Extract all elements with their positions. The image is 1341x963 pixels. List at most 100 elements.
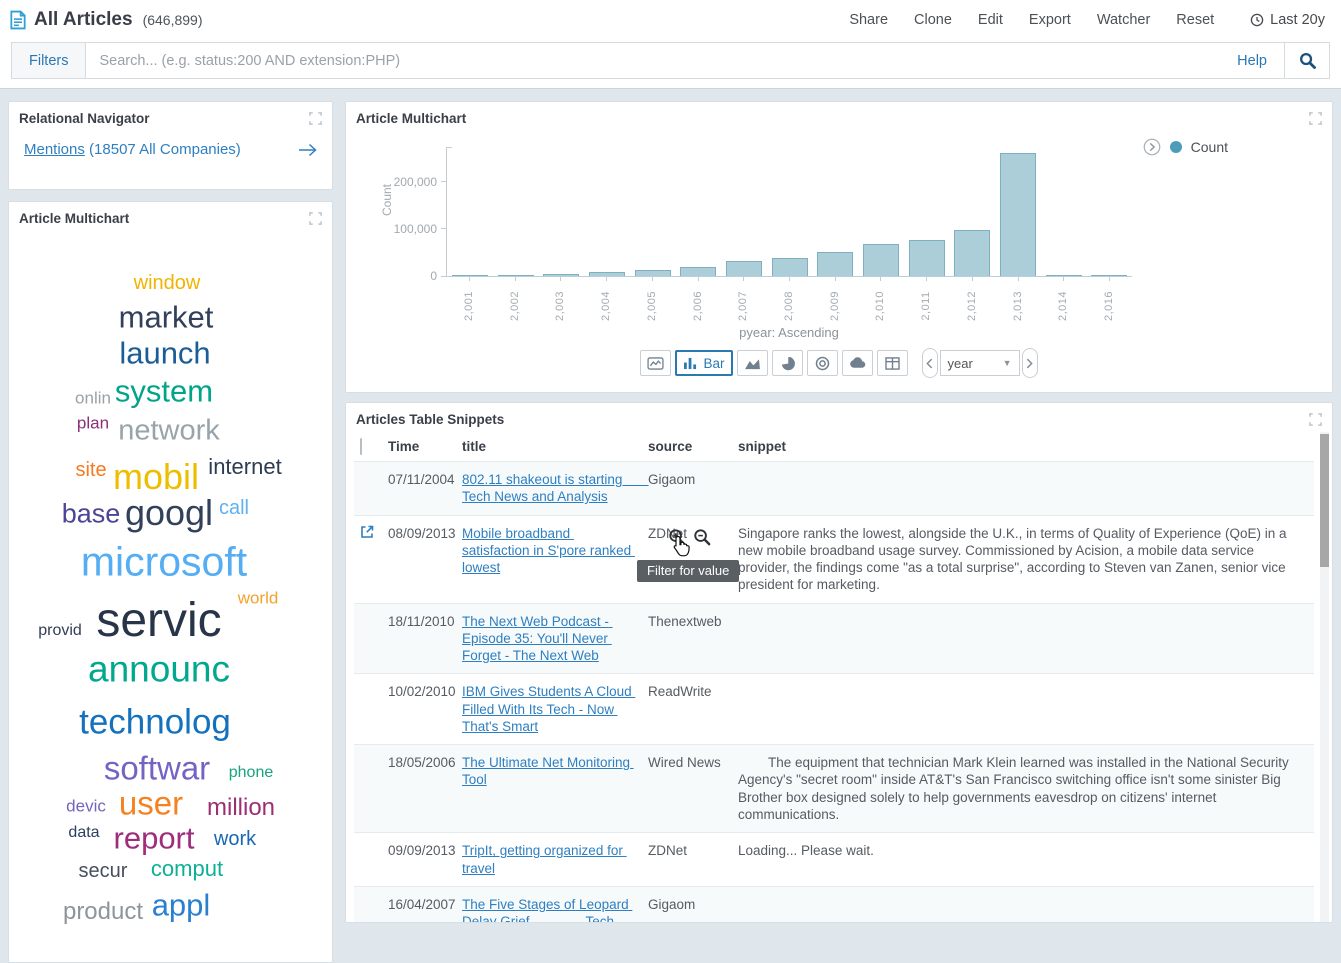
cloud-word-technolog[interactable]: technolog (79, 702, 231, 742)
cloud-word-million[interactable]: million (206, 794, 276, 821)
cloud-word-devic[interactable]: devic (66, 796, 106, 816)
search-input[interactable] (86, 43, 1221, 78)
action-clone[interactable]: Clone (914, 12, 952, 28)
cloud-word-plan[interactable]: plan (76, 413, 110, 433)
cloud-word-servic[interactable]: servic (96, 594, 222, 647)
bar-2,006[interactable] (680, 267, 717, 276)
cloud-word-window[interactable]: window (133, 272, 201, 294)
y-axis-label: Count (380, 183, 395, 217)
chart-type-area-button[interactable] (736, 350, 768, 376)
bar-2,014[interactable] (1045, 275, 1082, 276)
expand-icon[interactable] (309, 212, 322, 225)
cloud-word-launch[interactable]: launch (119, 335, 211, 371)
table-header-row: Time title source snippet (354, 432, 1314, 462)
cloud-word-market[interactable]: market (118, 299, 214, 335)
chart-type-cloud-button[interactable] (841, 350, 873, 376)
cloud-word-call[interactable]: call (218, 497, 250, 519)
cloud-word-comput[interactable]: comput (150, 856, 224, 881)
cloud-word-secur[interactable]: secur (78, 860, 128, 882)
bar-2,004[interactable] (588, 272, 625, 276)
cloud-word-base[interactable]: base (61, 498, 121, 529)
period-next-button[interactable] (1021, 348, 1038, 378)
chart-type-donut-button[interactable] (806, 350, 838, 376)
zoom-out-filter-icon[interactable] (693, 528, 712, 547)
article-title-link[interactable]: The Five Stages of Leopard Delay Grief T… (462, 896, 629, 923)
cell-source: Thenextweb (642, 602, 732, 674)
cloud-word-site[interactable]: site (75, 459, 107, 481)
bar-2,005[interactable] (634, 270, 671, 276)
cloud-word-report[interactable]: report (113, 820, 195, 856)
bar-2,010[interactable] (862, 244, 899, 276)
cloud-word-phone[interactable]: phone (228, 764, 274, 781)
bar-2,007[interactable] (725, 261, 762, 276)
search-button[interactable] (1284, 43, 1329, 78)
column-header-source[interactable]: source (648, 439, 693, 454)
bar-2,013[interactable] (999, 153, 1036, 276)
cloud-word-data[interactable]: data (68, 824, 100, 841)
bars (447, 147, 1132, 276)
cloud-word-user[interactable]: user (118, 784, 184, 822)
cloud-word-softwar[interactable]: softwar (103, 749, 211, 787)
column-header-time[interactable]: Time (388, 439, 420, 454)
help-link[interactable]: Help (1237, 52, 1267, 69)
filters-button[interactable]: Filters (12, 43, 87, 78)
expand-icon[interactable] (1309, 413, 1322, 426)
bar-2,002[interactable] (497, 275, 534, 276)
chart-type-pie-button[interactable] (771, 350, 803, 376)
bar-2,012[interactable] (954, 230, 991, 276)
cloud-word-work[interactable]: work (213, 828, 257, 850)
chart-type-bar-button[interactable]: Bar (675, 350, 733, 376)
article-title-link[interactable]: Mobile broadband satisfaction in S'pore … (462, 525, 635, 576)
cloud-word-system[interactable]: system (114, 373, 214, 409)
cloud-word-onlin[interactable]: onlin (75, 388, 111, 408)
cloud-word-microsoft[interactable]: microsoft (80, 538, 248, 585)
bar-2,003[interactable] (543, 274, 580, 276)
cloud-word-world[interactable]: world (237, 588, 279, 608)
cloud-word-googl[interactable]: googl (124, 492, 214, 533)
article-title-link[interactable]: 802.11 shakeout is starting Tech News an… (462, 472, 649, 505)
scrollbar-thumb[interactable] (1320, 434, 1329, 567)
cloud-word-provid[interactable]: provid (38, 622, 82, 639)
period-select[interactable]: year ▼ (939, 350, 1020, 376)
zoom-in-filter-icon[interactable] (668, 528, 687, 547)
period-prev-button[interactable] (921, 348, 938, 378)
action-share[interactable]: Share (849, 12, 889, 28)
chart-type-table-button[interactable] (876, 350, 908, 376)
cloud-word-internet[interactable]: internet (208, 454, 282, 479)
cloud-word-network[interactable]: network (118, 414, 220, 447)
table-scrollbar[interactable] (1320, 432, 1329, 922)
table-row: 10/02/2010 IBM Gives Students A Cloud Fil… (354, 673, 1314, 745)
column-header-snippet[interactable]: snippet (738, 439, 787, 454)
action-reset[interactable]: Reset (1176, 12, 1215, 28)
select-all-checkbox[interactable] (360, 438, 362, 455)
external-link-icon[interactable] (360, 525, 374, 539)
bar-2,008[interactable] (771, 258, 808, 276)
cloud-word-appl[interactable]: appl (151, 887, 211, 923)
bar-2,009[interactable] (817, 252, 854, 276)
search-icon (1299, 52, 1316, 69)
cloud-word-product[interactable]: product (62, 898, 144, 925)
time-range-button[interactable]: Last 20y (1250, 12, 1325, 28)
action-export[interactable]: Export (1028, 12, 1071, 28)
action-edit[interactable]: Edit (977, 12, 1003, 28)
bar-2,016[interactable] (1091, 275, 1128, 276)
legend-dot[interactable] (1169, 141, 1182, 153)
chart-type-line-button[interactable] (640, 350, 672, 376)
cloud-word-mobil[interactable]: mobil (112, 456, 200, 497)
expand-icon[interactable] (1309, 112, 1322, 125)
x-tick-label: 2,016 (1103, 290, 1116, 322)
bar-2,001[interactable] (451, 275, 488, 276)
cloud-word-announc[interactable]: announc (88, 648, 230, 690)
mentions-link[interactable]: Mentions (18507 All Companies) (24, 141, 241, 158)
article-title-link[interactable]: The Ultimate Net Monitoring Tool (462, 755, 634, 788)
article-title-link[interactable]: The Next Web Podcast - Episode 35: You'l… (462, 613, 613, 664)
chevron-circle-icon[interactable] (1143, 138, 1161, 156)
column-header-title[interactable]: title (462, 439, 487, 454)
article-title-link[interactable]: TripIt, getting organized for travel (462, 843, 627, 876)
arrow-right-icon[interactable] (298, 143, 318, 157)
expand-icon[interactable] (309, 112, 322, 125)
bar-2,011[interactable] (908, 240, 945, 276)
action-watcher[interactable]: Watcher (1096, 12, 1151, 28)
article-title-link[interactable]: IBM Gives Students A Cloud Filled With I… (462, 684, 636, 734)
page-title: All Articles (34, 9, 133, 30)
